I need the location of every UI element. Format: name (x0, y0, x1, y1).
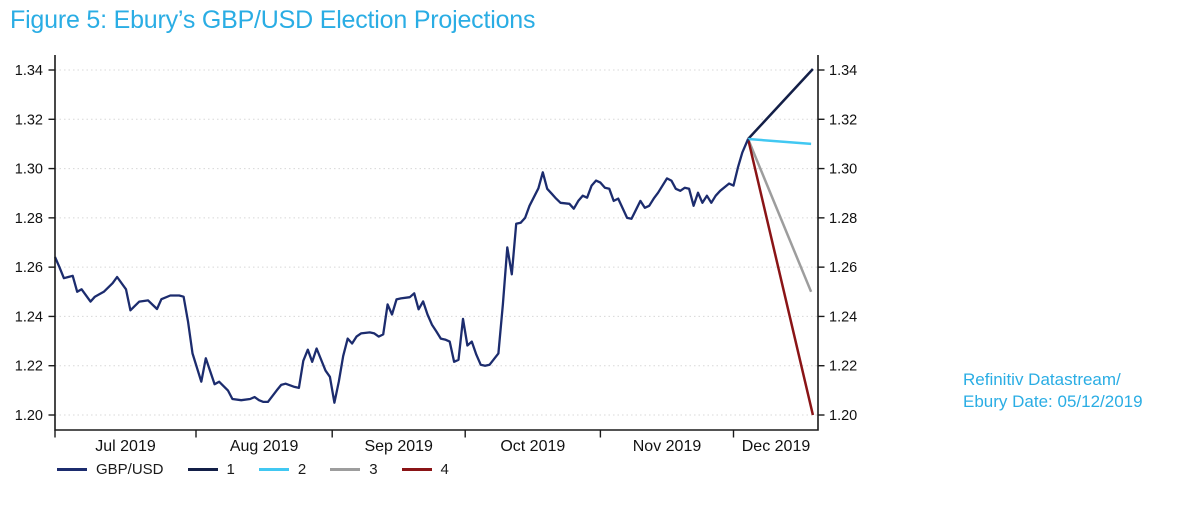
source-note: Refinitiv Datastream/ Ebury Date: 05/12/… (963, 369, 1143, 413)
svg-text:1.32: 1.32 (15, 112, 43, 128)
svg-text:1.34: 1.34 (829, 63, 857, 79)
svg-text:Oct 2019: Oct 2019 (500, 438, 565, 455)
chart-legend: GBP/USD 1 2 3 4 (57, 458, 449, 480)
svg-text:Dec 2019: Dec 2019 (742, 438, 811, 455)
legend-label-projection-4: 4 (440, 460, 449, 478)
svg-text:1.22: 1.22 (15, 359, 43, 375)
svg-text:1.30: 1.30 (829, 162, 857, 178)
legend-line-swatch-projection-4 (401, 467, 432, 471)
svg-text:Jul 2019: Jul 2019 (95, 438, 156, 455)
gbpusd-projection-chart: 1.20 1.20 1.22 1.22 1.24 1.24 1.26 1.26 1.28 1.28… (15, 55, 857, 455)
svg-text:1.28: 1.28 (15, 211, 43, 227)
legend-label-gbpusd: GBP/USD (96, 460, 164, 478)
legend-line-swatch-projection-3 (330, 467, 361, 471)
source-note-line-1: Refinitiv Datastream/ (963, 370, 1121, 389)
svg-text:1.20: 1.20 (829, 408, 857, 424)
svg-text:Nov 2019: Nov 2019 (633, 438, 702, 455)
svg-text:1.28: 1.28 (829, 211, 857, 227)
svg-text:Sep 2019: Sep 2019 (364, 438, 433, 455)
svg-text:1.26: 1.26 (829, 260, 857, 276)
legend-line-swatch-gbpusd (57, 467, 87, 471)
svg-text:1.24: 1.24 (829, 309, 857, 325)
legend-item-projection-3: 3 (330, 460, 378, 478)
legend-item-projection-4: 4 (401, 460, 449, 478)
svg-text:1.32: 1.32 (829, 112, 857, 128)
svg-text:1.22: 1.22 (829, 359, 857, 375)
legend-line-swatch-projection-2 (258, 467, 289, 471)
legend-item-gbpusd: GBP/USD (57, 461, 164, 478)
svg-text:1.20: 1.20 (15, 408, 43, 424)
svg-text:1.30: 1.30 (15, 162, 43, 178)
svg-text:Aug 2019: Aug 2019 (230, 438, 299, 455)
legend-item-projection-1: 1 (187, 460, 235, 478)
svg-text:1.34: 1.34 (15, 63, 43, 79)
legend-label-projection-2: 2 (297, 460, 307, 478)
svg-text:1.26: 1.26 (15, 260, 43, 276)
figure-title: Figure 5: Ebury’s GBP/USD Election Proje… (10, 6, 536, 34)
legend-line-swatch-projection-1 (187, 467, 218, 471)
source-note-line-2: Ebury Date: 05/12/2019 (963, 392, 1143, 411)
svg-text:1.24: 1.24 (15, 309, 43, 325)
legend-item-projection-2: 2 (258, 460, 307, 478)
legend-label-projection-1: 1 (226, 460, 235, 478)
legend-label-projection-3: 3 (369, 460, 378, 478)
